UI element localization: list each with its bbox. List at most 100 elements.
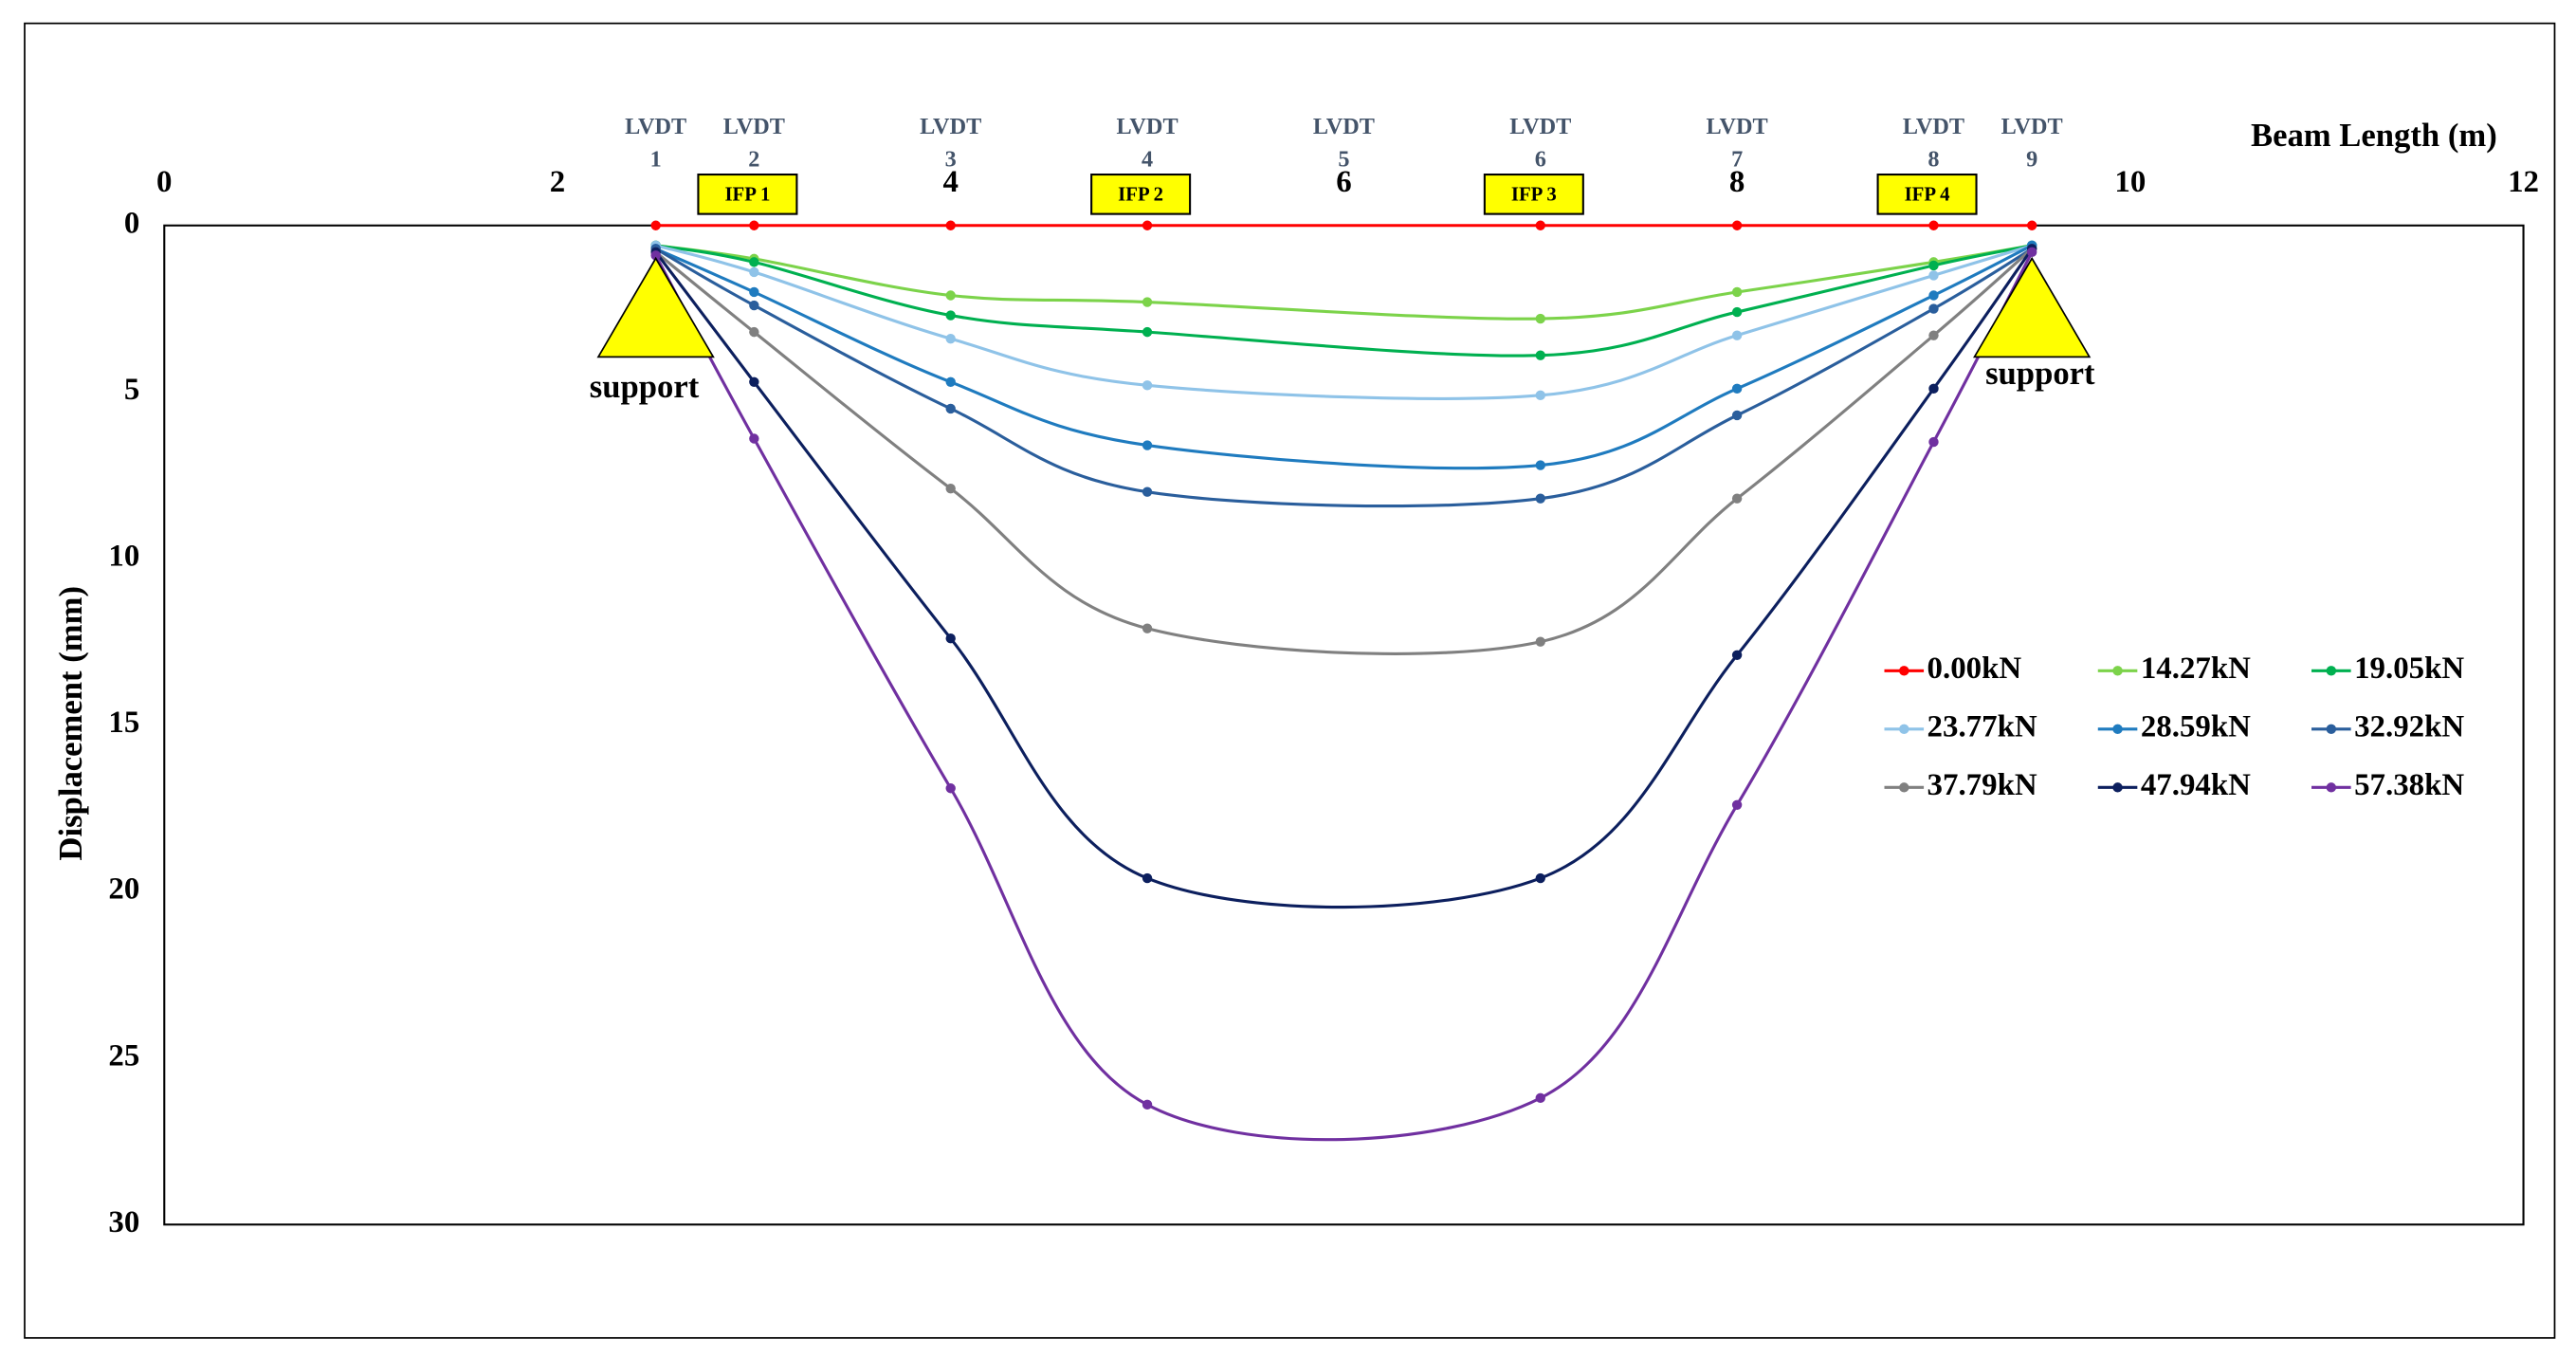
data-point: [749, 257, 759, 267]
legend-swatch-dot: [1899, 666, 1909, 676]
y-axis-title: Displacement (mm): [53, 586, 89, 861]
lvdt-number: 6: [1535, 147, 1546, 173]
data-point: [1535, 460, 1545, 470]
support-label: support: [1985, 356, 2095, 392]
lvdt-label: LVDT: [920, 114, 981, 139]
lvdt-label: LVDT: [1707, 114, 1768, 139]
legend-swatch-dot: [1899, 724, 1909, 735]
lvdt-label: LVDT: [1509, 114, 1571, 139]
lvdt-number: 9: [2026, 147, 2037, 173]
y-tick-label: 30: [108, 1205, 139, 1239]
legend-swatch-dot: [2326, 724, 2337, 735]
data-point: [1928, 290, 1939, 301]
x-tick-label: 12: [2508, 165, 2539, 199]
series-line: [654, 247, 2033, 508]
legend-swatch-dot: [2112, 666, 2123, 676]
support-triangle: [596, 256, 715, 358]
legend-label: 19.05kN: [2354, 651, 2464, 686]
lvdt-label: LVDT: [1313, 114, 1375, 139]
lvdt-number: 3: [945, 147, 957, 173]
ifp-box: [697, 173, 798, 215]
series-line: [655, 244, 2033, 358]
data-point: [2026, 220, 2037, 230]
data-point: [1535, 313, 1545, 324]
data-point: [945, 290, 956, 301]
data-point: [1731, 410, 1743, 421]
data-point: [1928, 303, 1939, 314]
ifp-label: IFP 3: [1511, 183, 1557, 205]
data-point: [749, 266, 759, 278]
data-point: [1535, 636, 1545, 647]
x-tick-label: 2: [550, 165, 565, 199]
data-point: [1142, 486, 1153, 497]
legend-label: 47.94kN: [2141, 768, 2251, 802]
data-point: [749, 326, 759, 338]
series-line: [655, 244, 2033, 400]
lvdt-label: LVDT: [2001, 114, 2063, 139]
x-axis-title: Beam Length (m): [2251, 118, 2497, 154]
ifp-label: IFP 1: [724, 183, 770, 205]
y-tick-label: 0: [124, 206, 139, 240]
data-point: [1142, 220, 1153, 230]
data-point: [945, 633, 956, 644]
data-point: [945, 376, 956, 388]
series-line: [654, 248, 2034, 655]
data-point: [1142, 297, 1153, 307]
data-point: [1535, 350, 1545, 360]
data-point: [945, 783, 956, 794]
y-tick-label: 15: [108, 706, 139, 740]
data-point: [1928, 330, 1939, 340]
data-point: [1928, 383, 1939, 395]
data-point: [1142, 872, 1153, 884]
lvdt-number: 7: [1731, 147, 1743, 173]
legend-label: 37.79kN: [1927, 768, 2037, 802]
y-tick-label: 10: [108, 539, 139, 573]
x-tick-label: 8: [1729, 165, 1745, 199]
lvdt-label: LVDT: [1903, 114, 1964, 139]
data-point: [1731, 493, 1743, 504]
legend-label: 32.92kN: [2354, 709, 2464, 743]
data-point: [749, 300, 759, 311]
x-tick-label: 0: [156, 165, 172, 199]
lvdt-number: 2: [748, 147, 759, 173]
data-point: [1142, 1099, 1153, 1110]
y-tick-label: 25: [108, 1038, 139, 1073]
data-point: [1731, 286, 1743, 298]
legend-swatch-dot: [2112, 782, 2123, 793]
data-point: [2026, 247, 2037, 258]
legend-swatch-dot: [2112, 724, 2123, 735]
data-point: [749, 220, 759, 230]
legend-label: 23.77kN: [1927, 709, 2037, 743]
data-point: [945, 403, 956, 414]
data-point: [1731, 650, 1743, 660]
lvdt-label: LVDT: [625, 114, 686, 139]
data-point: [1731, 306, 1743, 318]
legend-swatch-dot: [1899, 782, 1909, 793]
data-point: [749, 376, 759, 388]
series-line: [655, 244, 2033, 470]
data-point: [1142, 326, 1153, 338]
legend-label: 57.38kN: [2354, 768, 2464, 802]
support-triangle: [1972, 256, 2092, 358]
lvdt-number: 1: [650, 147, 662, 173]
data-point: [650, 250, 661, 261]
data-point: [1142, 380, 1153, 391]
data-point: [1731, 220, 1743, 230]
x-tick-label: 6: [1336, 165, 1351, 199]
data-point: [945, 483, 956, 494]
chart-frame: [24, 22, 2556, 1339]
x-tick-label: 10: [2114, 165, 2146, 199]
ifp-box: [1483, 173, 1584, 215]
data-point: [1731, 799, 1743, 810]
lvdt-label: LVDT: [1116, 114, 1178, 139]
series-line: [655, 244, 2033, 321]
ifp-label: IFP 2: [1118, 183, 1163, 205]
data-point: [1928, 436, 1939, 448]
series-line: [654, 248, 2034, 909]
data-point: [1928, 260, 1939, 271]
support-label: support: [590, 369, 700, 405]
legend-label: 14.27kN: [2141, 651, 2251, 686]
data-point: [1535, 1092, 1545, 1104]
data-point: [1928, 220, 1939, 230]
